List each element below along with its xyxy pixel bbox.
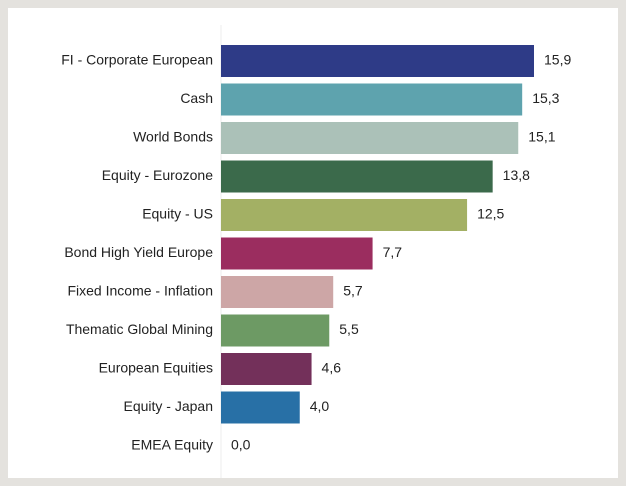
category-label: FI - Corporate European xyxy=(61,52,213,68)
bar xyxy=(221,276,334,308)
category-label: Thematic Global Mining xyxy=(66,321,213,337)
value-label: 4,6 xyxy=(322,360,342,376)
value-label: 4,0 xyxy=(310,398,330,414)
bar xyxy=(221,199,468,231)
bar xyxy=(221,160,493,193)
value-label: 5,5 xyxy=(339,321,359,337)
value-label: 7,7 xyxy=(383,244,403,260)
category-label: Cash xyxy=(180,90,213,106)
category-label: Equity - Japan xyxy=(124,398,214,414)
bar xyxy=(221,314,330,347)
category-label: European Equities xyxy=(99,360,213,376)
category-label: Bond High Yield Europe xyxy=(64,244,213,260)
bar xyxy=(221,45,534,77)
bar xyxy=(221,83,523,116)
bar xyxy=(221,122,519,154)
bar xyxy=(221,353,312,385)
category-label: World Bonds xyxy=(133,129,213,145)
bar xyxy=(221,237,373,270)
category-label: Equity - Eurozone xyxy=(102,167,213,183)
bar xyxy=(221,391,300,424)
value-label: 13,8 xyxy=(503,167,530,183)
value-label: 15,9 xyxy=(544,52,571,68)
value-label: 5,7 xyxy=(343,283,363,299)
category-label: Equity - US xyxy=(142,206,213,222)
category-label: EMEA Equity xyxy=(131,437,213,453)
value-label: 0,0 xyxy=(231,437,251,453)
value-label: 12,5 xyxy=(477,206,504,222)
category-label: Fixed Income - Inflation xyxy=(67,283,213,299)
value-label: 15,3 xyxy=(532,90,559,106)
value-label: 15,1 xyxy=(528,129,555,145)
